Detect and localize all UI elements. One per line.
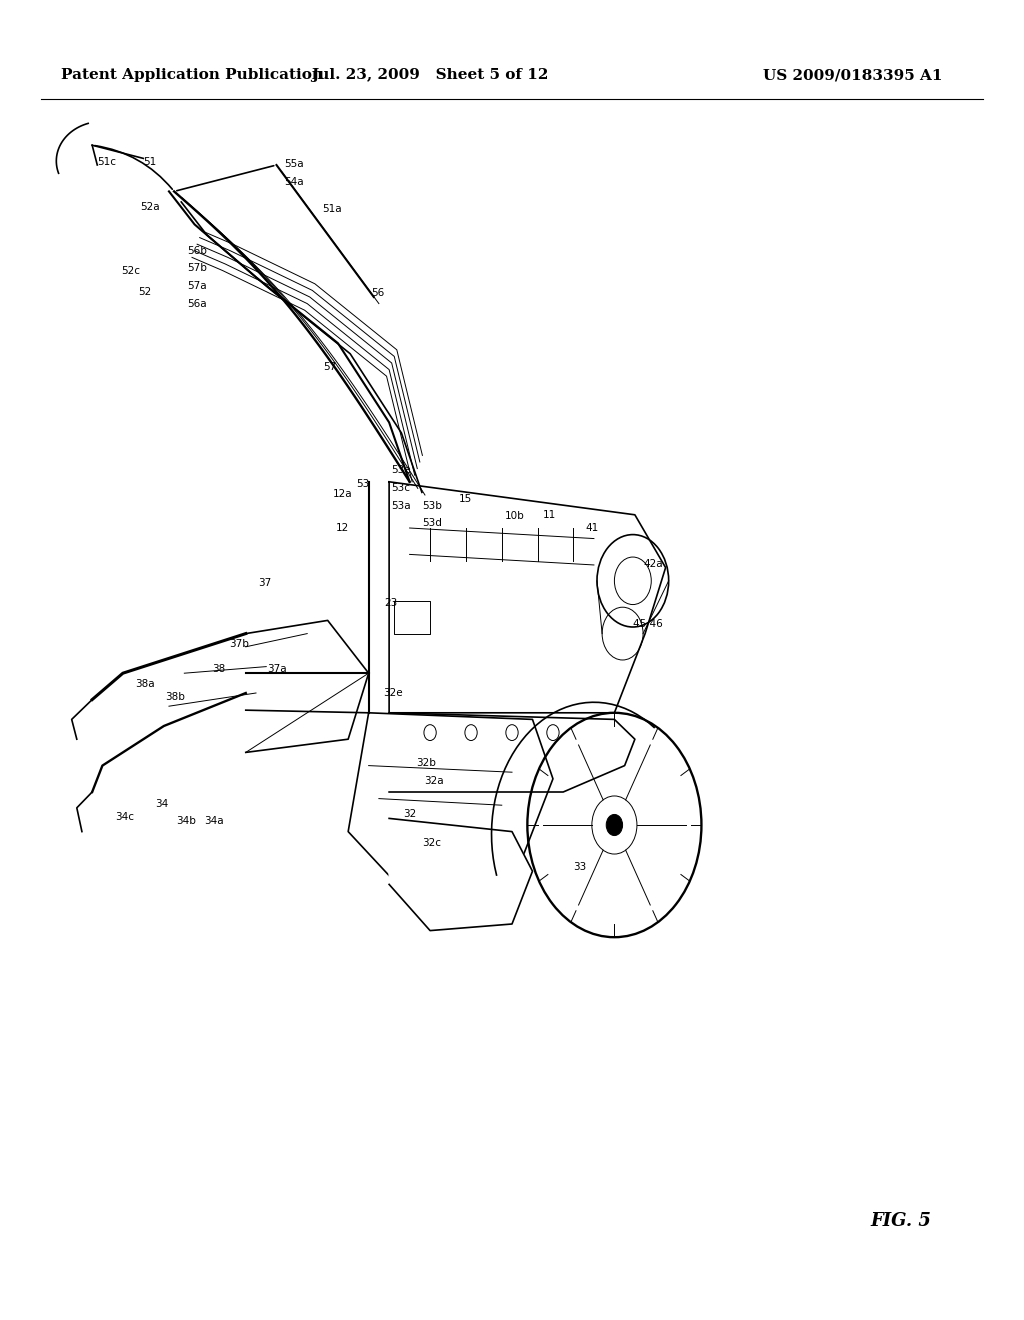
Text: 32c: 32c <box>422 838 441 849</box>
Text: 45 46: 45 46 <box>633 619 663 630</box>
Polygon shape <box>389 818 532 931</box>
Text: Patent Application Publication: Patent Application Publication <box>61 69 324 82</box>
Text: 54a: 54a <box>285 177 304 187</box>
Text: 12a: 12a <box>333 488 352 499</box>
Text: 33: 33 <box>573 862 587 873</box>
Text: US 2009/0183395 A1: US 2009/0183395 A1 <box>763 69 942 82</box>
Text: 32a: 32a <box>424 776 443 787</box>
Text: 34b: 34b <box>176 816 196 826</box>
Text: 51: 51 <box>143 157 157 168</box>
Text: Jul. 23, 2009   Sheet 5 of 12: Jul. 23, 2009 Sheet 5 of 12 <box>311 69 549 82</box>
Text: 34a: 34a <box>204 816 223 826</box>
Text: 32: 32 <box>403 809 417 820</box>
Text: 53: 53 <box>356 479 370 490</box>
Text: 42a: 42a <box>643 558 663 569</box>
Text: 52a: 52a <box>140 202 160 213</box>
Text: 51a: 51a <box>323 203 342 214</box>
Text: 34c: 34c <box>115 812 134 822</box>
Text: 12: 12 <box>336 523 349 533</box>
Text: 57a: 57a <box>187 281 207 292</box>
Text: 52: 52 <box>138 286 152 297</box>
Text: 55a: 55a <box>285 158 304 169</box>
Text: 15: 15 <box>459 494 472 504</box>
Text: 52c: 52c <box>121 265 140 276</box>
Text: 53a: 53a <box>391 500 411 511</box>
Text: 56: 56 <box>371 288 384 298</box>
Text: 11: 11 <box>543 510 556 520</box>
Text: 34: 34 <box>156 799 169 809</box>
Text: FIG. 5: FIG. 5 <box>870 1212 932 1230</box>
Text: 38a: 38a <box>135 678 155 689</box>
Text: 37: 37 <box>258 578 271 589</box>
Text: 53c: 53c <box>391 483 411 494</box>
Text: 38: 38 <box>212 664 225 675</box>
Text: 53d: 53d <box>422 517 441 528</box>
Circle shape <box>606 814 623 836</box>
Text: 23: 23 <box>384 598 397 609</box>
Text: 32b: 32b <box>416 758 435 768</box>
Text: 56a: 56a <box>187 298 207 309</box>
Text: 56b: 56b <box>187 246 207 256</box>
Text: 10b: 10b <box>505 511 524 521</box>
Text: 51c: 51c <box>97 157 117 168</box>
Text: 53e: 53e <box>391 465 411 475</box>
Text: 57: 57 <box>324 362 337 372</box>
Text: 57b: 57b <box>187 263 207 273</box>
Text: 41: 41 <box>586 523 599 533</box>
Text: 37a: 37a <box>267 664 287 675</box>
Text: 53b: 53b <box>422 500 441 511</box>
Text: 38b: 38b <box>165 692 184 702</box>
Text: 37b: 37b <box>229 639 249 649</box>
Text: 32e: 32e <box>383 688 402 698</box>
